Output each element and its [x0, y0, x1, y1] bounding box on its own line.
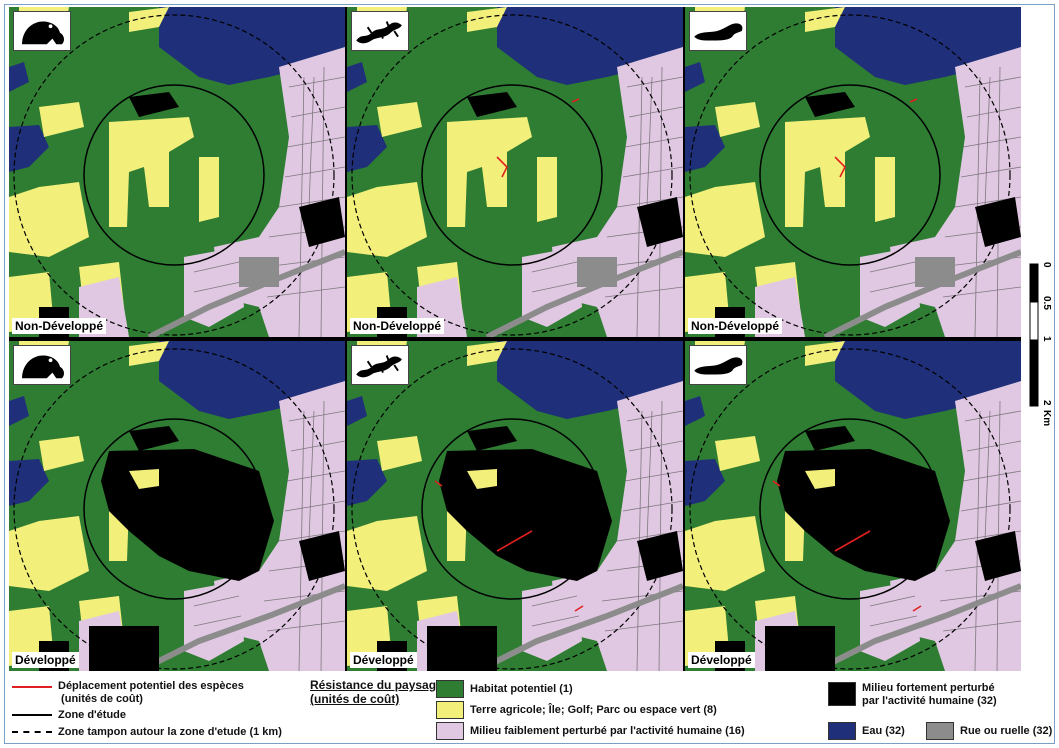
frog-icon [13, 11, 71, 51]
legend-light: Milieu faiblement perturbé par l'activit… [436, 722, 745, 740]
legend: Déplacement potentiel des espèces (unité… [8, 676, 1052, 742]
legend-heavy: Milieu fortement perturbé par l'activité… [828, 682, 997, 708]
panel-label: Non-Développé [12, 318, 107, 334]
panel-label: Non-Développé [350, 318, 445, 334]
map-panel: Non-Développé [685, 7, 1021, 337]
legend-road: Rue ou ruelle (32) [926, 722, 1052, 740]
legend-line-movement: Déplacement potentiel des espèces (unité… [12, 680, 244, 706]
frog-icon [13, 345, 71, 385]
study-line-swatch [12, 714, 52, 716]
legend-line-buffer: Zone tampon autour la zone d'etude (1 km… [12, 726, 282, 738]
legend-habitat: Habitat potentiel (1) [436, 680, 573, 698]
scale-bar: 0 0.5 1 2 [1028, 262, 1054, 412]
scale-tick: 0.5 [1041, 296, 1052, 310]
scale-tick: 1 [1041, 336, 1052, 342]
salamander-icon [351, 11, 409, 51]
mink-icon [689, 11, 747, 51]
map-panel: Développé [347, 341, 683, 671]
buffer-line-swatch [12, 731, 52, 733]
figure-frame [4, 4, 1055, 744]
map-panel: Non-Développé [347, 7, 683, 337]
panel-label: Non-Développé [688, 318, 783, 334]
map-panel: Non-Développé [9, 7, 345, 337]
panel-label: Développé [12, 652, 79, 668]
movement-line-swatch [12, 686, 52, 688]
scale-tick: 0 [1041, 262, 1052, 268]
salamander-icon [351, 345, 409, 385]
legend-water: Eau (32) [828, 722, 905, 740]
heavy-swatch [828, 682, 856, 706]
agri-swatch [436, 701, 464, 719]
scale-unit-label: Km [1041, 410, 1052, 427]
legend-line-study: Zone d'étude [12, 709, 126, 721]
resistance-title: Résistance du paysage: (unités de coût) [310, 678, 447, 706]
panel-label: Développé [350, 652, 417, 668]
panel-label: Développé [688, 652, 755, 668]
road-swatch [926, 722, 954, 740]
map-panel: Développé [685, 341, 1021, 671]
map-panel: Développé [9, 341, 345, 671]
light-swatch [436, 722, 464, 740]
legend-agri: Terre agricole; Île; Golf; Parc ou espac… [436, 701, 717, 719]
scale-tick: 2 [1041, 400, 1052, 406]
map-grid: Non-Développé Non-Développé Non-Développ… [9, 7, 1021, 671]
mink-icon [689, 345, 747, 385]
habitat-swatch [436, 680, 464, 698]
water-swatch [828, 722, 856, 740]
